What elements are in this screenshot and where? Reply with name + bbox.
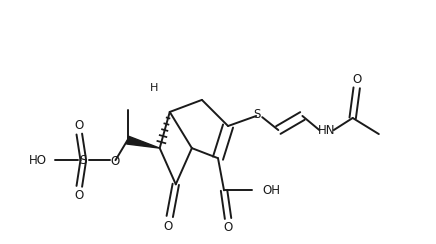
Text: H: H [150, 83, 159, 93]
Text: O: O [352, 73, 361, 86]
Text: O: O [110, 155, 119, 168]
Text: O: O [75, 189, 84, 202]
Text: O: O [163, 220, 172, 233]
Polygon shape [126, 136, 160, 148]
Text: O: O [75, 119, 84, 132]
Text: HO: HO [29, 154, 47, 167]
Text: S: S [80, 154, 87, 167]
Text: OH: OH [262, 184, 280, 197]
Text: S: S [254, 108, 261, 121]
Text: O: O [223, 221, 233, 234]
Text: HN: HN [318, 123, 335, 137]
